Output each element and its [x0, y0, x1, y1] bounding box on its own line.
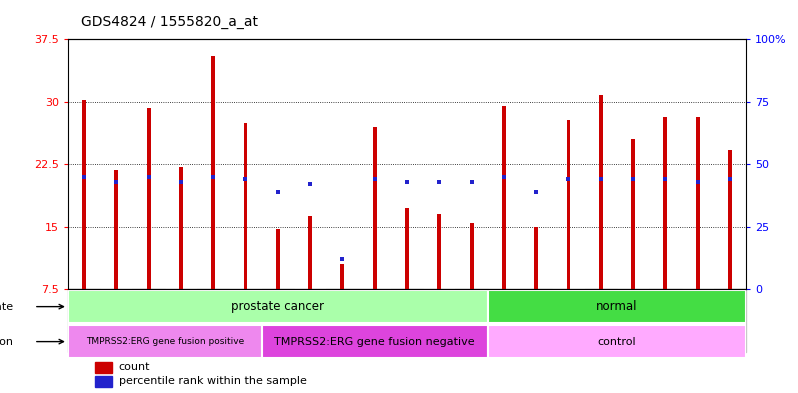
Text: count: count — [119, 362, 150, 372]
Bar — [714, 289, 746, 352]
Bar — [164, 289, 197, 352]
Bar — [534, 227, 538, 289]
Bar — [82, 100, 86, 289]
Bar — [696, 117, 700, 289]
Text: TMPRSS2:ERG gene fusion negative: TMPRSS2:ERG gene fusion negative — [275, 336, 475, 347]
Bar — [681, 289, 714, 352]
Bar — [502, 106, 506, 289]
Bar — [391, 289, 423, 352]
Bar — [552, 289, 585, 352]
Bar — [211, 56, 215, 289]
Bar — [358, 289, 391, 352]
Bar — [650, 289, 681, 352]
Bar — [68, 325, 262, 358]
Bar — [598, 95, 602, 289]
Bar — [229, 289, 262, 352]
Text: normal: normal — [596, 300, 638, 313]
Bar — [423, 289, 456, 352]
Bar — [68, 290, 488, 323]
Bar — [197, 289, 229, 352]
Bar — [95, 376, 112, 387]
Text: genotype/variation: genotype/variation — [0, 336, 14, 347]
Bar — [617, 289, 650, 352]
Bar — [262, 325, 488, 358]
Bar — [294, 289, 326, 352]
Bar — [437, 214, 441, 289]
Bar — [276, 229, 280, 289]
Text: prostate cancer: prostate cancer — [231, 300, 324, 313]
Bar — [68, 289, 100, 352]
Bar — [520, 289, 552, 352]
Text: disease state: disease state — [0, 301, 14, 312]
Bar — [631, 139, 635, 289]
Bar — [585, 289, 617, 352]
Bar — [488, 325, 746, 358]
Bar — [663, 117, 667, 289]
Text: control: control — [598, 336, 636, 347]
Bar — [456, 289, 488, 352]
Bar — [308, 216, 312, 289]
Bar — [100, 289, 132, 352]
Text: GDS4824 / 1555820_a_at: GDS4824 / 1555820_a_at — [81, 15, 259, 29]
Bar — [488, 289, 520, 352]
Bar — [470, 222, 473, 289]
Bar — [147, 108, 151, 289]
Text: percentile rank within the sample: percentile rank within the sample — [119, 376, 306, 386]
Bar — [488, 290, 746, 323]
Bar — [326, 289, 358, 352]
Bar — [95, 362, 112, 373]
Bar — [341, 264, 344, 289]
Bar — [179, 167, 183, 289]
Bar — [567, 120, 571, 289]
Text: TMPRSS2:ERG gene fusion positive: TMPRSS2:ERG gene fusion positive — [85, 337, 244, 346]
Bar — [405, 208, 409, 289]
Bar — [132, 289, 164, 352]
Bar — [262, 289, 294, 352]
Bar — [114, 170, 118, 289]
Bar — [373, 127, 377, 289]
Bar — [728, 150, 732, 289]
Bar — [243, 123, 247, 289]
